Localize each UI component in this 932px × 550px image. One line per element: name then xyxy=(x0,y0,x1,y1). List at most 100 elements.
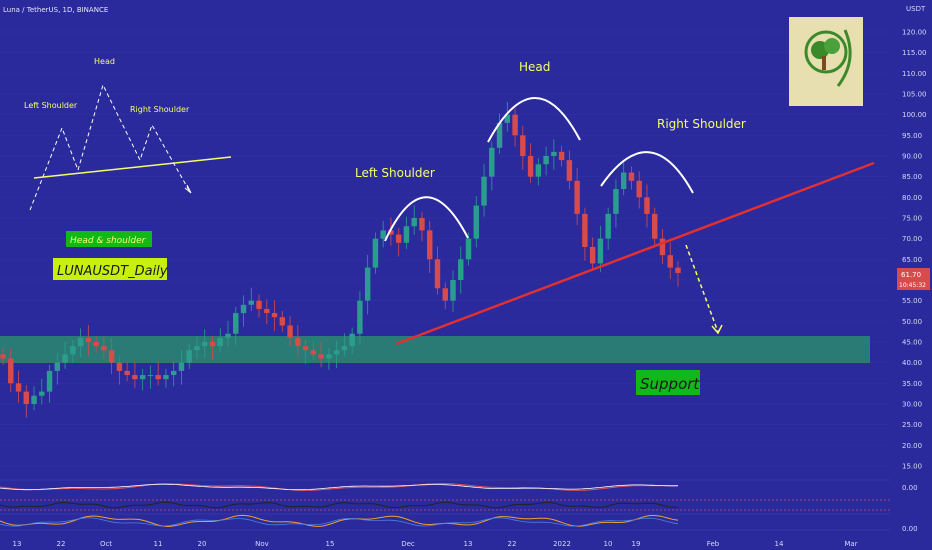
candle-body xyxy=(295,337,301,347)
candle-body xyxy=(287,325,293,338)
x-tick-label: 22 xyxy=(508,540,517,548)
x-tick-label: 10 xyxy=(604,540,613,548)
candle-body xyxy=(233,313,239,334)
x-tick-label: 11 xyxy=(154,540,163,548)
logo xyxy=(789,17,863,106)
y-tick-label: 20.00 xyxy=(902,442,922,450)
candle-body xyxy=(116,362,123,371)
candle-body xyxy=(504,114,511,123)
y-tick-label: 50.00 xyxy=(902,318,922,326)
svg-text:61.70: 61.70 xyxy=(901,271,921,279)
candle-body xyxy=(473,205,479,239)
x-tick-label: Mar xyxy=(844,540,857,548)
svg-text:0.00: 0.00 xyxy=(902,484,918,492)
head-label: Head xyxy=(519,60,550,74)
candle-body xyxy=(77,337,84,347)
x-tick-label: 20 xyxy=(198,540,207,548)
candle-body xyxy=(46,370,53,392)
x-tick-label: Nov xyxy=(255,540,269,548)
head-arc xyxy=(487,97,581,143)
left-shoulder-label: Left Shoulder xyxy=(355,166,435,180)
chart-title: Luna / TetherUS, 1D, BINANCE xyxy=(3,6,108,14)
x-tick-label: 2022 xyxy=(553,540,571,548)
candle-body xyxy=(675,267,681,273)
right-shoulder-arc xyxy=(600,151,694,194)
candle-body xyxy=(194,346,200,351)
candle-body xyxy=(574,180,580,214)
y-tick-label: 70.00 xyxy=(902,235,922,243)
candle-body xyxy=(652,213,658,239)
schematic-diagram: Head Left Shoulder Right Shoulder xyxy=(24,57,232,211)
svg-text:0.00: 0.00 xyxy=(902,525,918,533)
candle-body xyxy=(357,300,363,334)
x-tick-label: Feb xyxy=(707,540,720,548)
candle-body xyxy=(264,308,270,314)
candle-body xyxy=(434,259,441,289)
y-tick-label: 15.00 xyxy=(902,463,922,471)
candle-body xyxy=(535,164,542,177)
oscillator-panel-2 xyxy=(0,499,890,511)
candle-body xyxy=(39,391,45,396)
candle-body xyxy=(364,267,371,301)
x-tick-label: 14 xyxy=(775,540,784,548)
candle-body xyxy=(543,156,549,165)
candle-body xyxy=(597,238,604,264)
price-axis-ticks: 120.00 115.00 110.00 105.00 100.00 95.00 90.00… xyxy=(902,29,927,471)
candle-body xyxy=(395,234,402,243)
svg-text:10:45:32: 10:45:32 xyxy=(899,282,926,289)
candle-body xyxy=(520,135,526,156)
x-tick-label: 19 xyxy=(632,540,641,548)
candle-body xyxy=(442,288,448,301)
candle-body xyxy=(101,346,107,351)
y-tick-label: 95.00 xyxy=(902,132,922,140)
candle-body xyxy=(605,213,611,239)
candle-body xyxy=(202,342,208,347)
head-shoulder-tag: Head & shoulder xyxy=(66,231,152,247)
x-tick-label: 15 xyxy=(326,540,335,548)
x-tick-label: Oct xyxy=(100,540,112,548)
y-tick-label: 110.00 xyxy=(902,70,927,78)
candle-body xyxy=(380,230,386,239)
candle-body xyxy=(108,350,115,363)
y-tick-label: 75.00 xyxy=(902,215,922,223)
candle-body xyxy=(124,370,130,376)
candle-body xyxy=(0,354,6,359)
oscillator-panel-1 xyxy=(0,479,890,491)
osc-value-1: 0.00 xyxy=(902,484,918,492)
right-shoulder-label: Right Shoulder xyxy=(657,117,746,131)
candle-body xyxy=(613,189,619,214)
grid-lines xyxy=(0,31,890,467)
y-tick-label: 105.00 xyxy=(902,91,927,99)
candle-body xyxy=(271,313,278,318)
candle-body xyxy=(465,238,472,260)
candle-body xyxy=(256,300,262,309)
candle-body xyxy=(636,180,642,198)
candle-body xyxy=(427,230,433,260)
candle-body xyxy=(248,300,254,305)
candle-body xyxy=(279,317,286,326)
candle-body xyxy=(403,226,410,243)
y-tick-label: 55.00 xyxy=(902,297,922,305)
candle-body xyxy=(170,370,177,376)
price-tag: 61.70 10:45:32 xyxy=(897,268,930,290)
candle-body xyxy=(139,375,146,380)
candle-body xyxy=(310,350,317,355)
candle-body xyxy=(628,172,635,181)
currency-label: USDT xyxy=(906,5,926,13)
x-tick-label: Dec xyxy=(401,540,415,548)
candle-body xyxy=(155,375,161,380)
candle-body xyxy=(333,350,340,355)
y-tick-label: 45.00 xyxy=(902,339,922,347)
x-tick-label: 22 xyxy=(57,540,66,548)
svg-text:Support: Support xyxy=(640,375,700,393)
candle-body xyxy=(23,391,29,404)
y-tick-label: 80.00 xyxy=(902,194,922,202)
candle-body xyxy=(240,304,247,314)
candle-body xyxy=(225,333,231,338)
y-tick-label: 115.00 xyxy=(902,49,927,57)
candle-body xyxy=(551,151,557,156)
candle-body xyxy=(388,230,394,235)
candle-body xyxy=(620,172,627,190)
x-tick-label: 13 xyxy=(464,540,473,548)
